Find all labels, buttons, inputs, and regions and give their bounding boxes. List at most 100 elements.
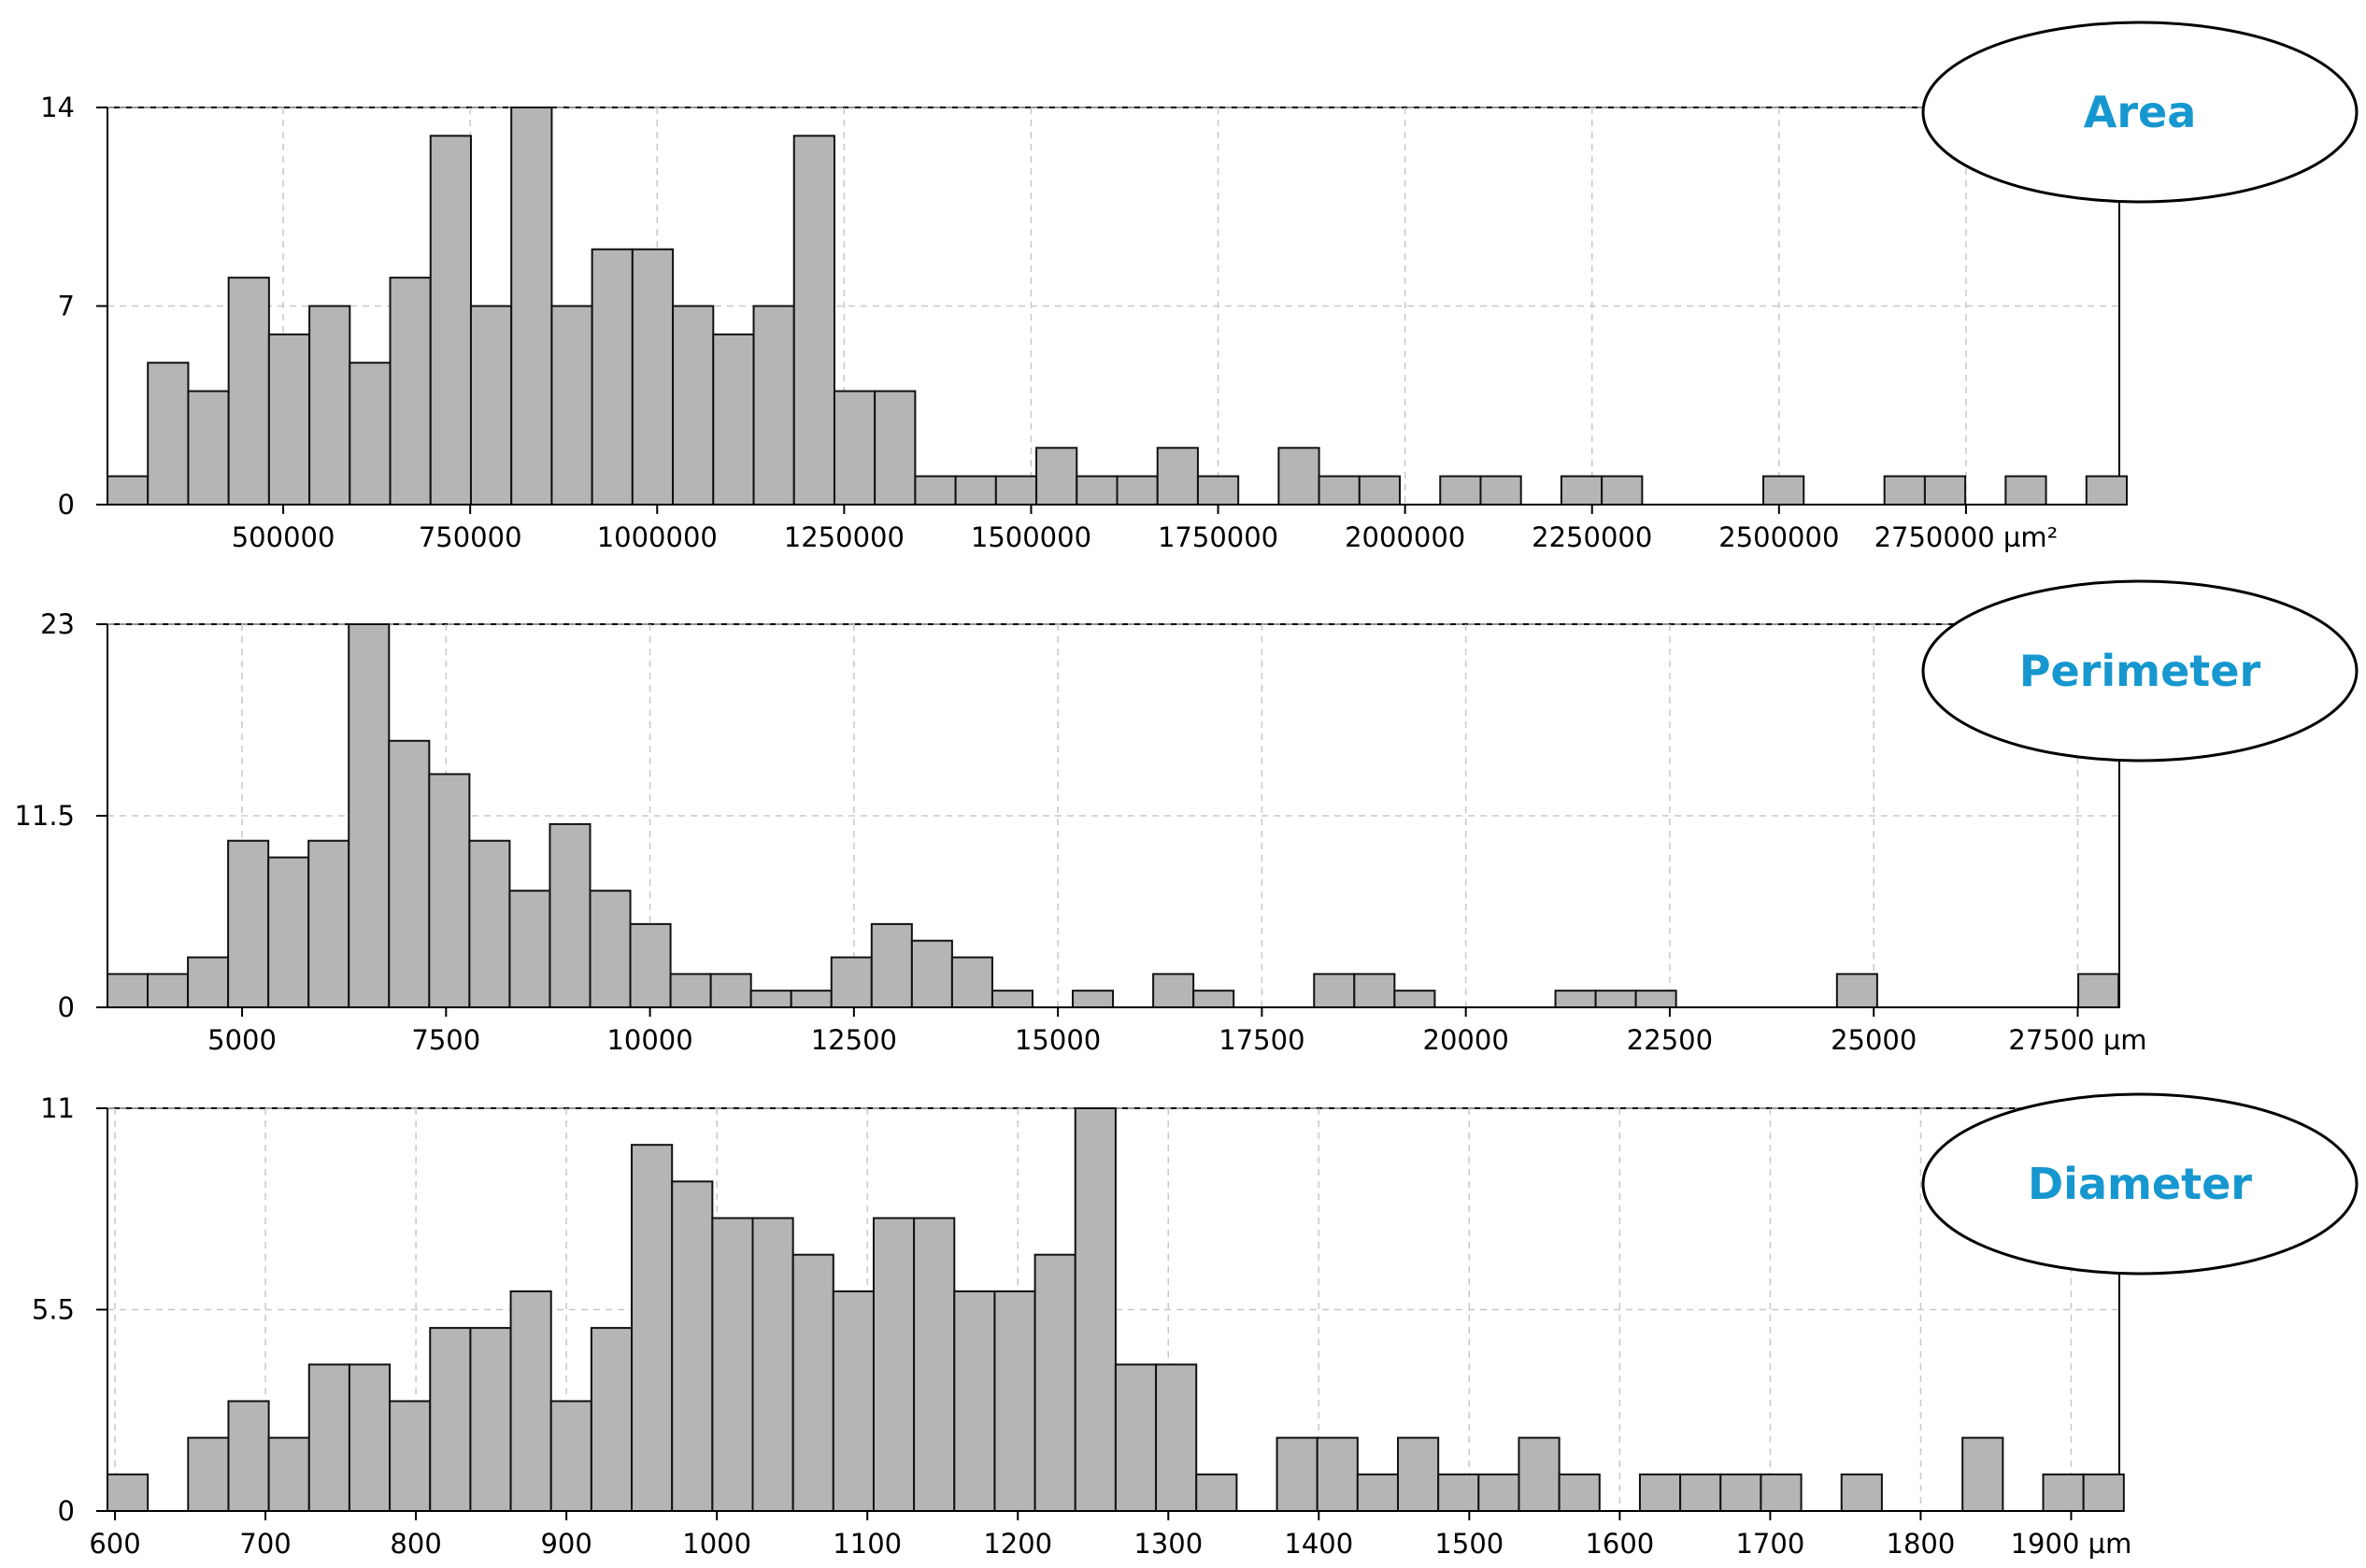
area-bar xyxy=(874,390,917,506)
area-bar xyxy=(147,362,190,506)
diameter-bar xyxy=(1074,1107,1117,1512)
diameter-bar xyxy=(1719,1473,1762,1513)
area-bar xyxy=(510,107,553,506)
perimeter-x-tick-label: 20000 xyxy=(1423,1024,1509,1056)
diameter-x-tick-label: 1100 xyxy=(833,1528,902,1560)
diameter-x-tick-label: 700 xyxy=(239,1528,291,1560)
diameter-bar xyxy=(1316,1436,1359,1512)
diameter-bar xyxy=(671,1180,714,1512)
perimeter-bar xyxy=(749,990,792,1009)
diameter-bar xyxy=(1679,1473,1722,1513)
diameter-bar xyxy=(1356,1473,1400,1513)
perimeter-title: Perimeter xyxy=(2019,646,2261,696)
area-bar xyxy=(591,248,634,506)
diameter-bar xyxy=(429,1327,472,1513)
area-histogram: 0 7 14 500000 750000 1000000 1250000 1500000 175… xyxy=(40,21,2359,553)
area-bar xyxy=(1318,475,1361,506)
diameter-bar xyxy=(1760,1473,1803,1513)
perimeter-bar xyxy=(187,956,230,1008)
area-x-tick-label: 1250000 xyxy=(784,521,905,553)
perimeter-bar xyxy=(1554,990,1597,1009)
diameter-bar xyxy=(1155,1363,1198,1512)
diameter-x-tick-label: 1900 µm xyxy=(2011,1528,2132,1560)
diameter-x-tick-label: 1500 xyxy=(1434,1528,1504,1560)
area-bar xyxy=(1762,475,1805,506)
area-bar xyxy=(227,277,270,506)
perimeter-bar xyxy=(267,856,310,1009)
perimeter-x-tick-label: 27500 µm xyxy=(2008,1024,2146,1056)
diameter-bar xyxy=(307,1363,350,1512)
area-bar xyxy=(994,475,1038,506)
perimeter-y-tick-label: 23 xyxy=(40,608,75,640)
diameter-x-tick-label: 1400 xyxy=(1284,1528,1353,1560)
diameter-bar xyxy=(1638,1473,1682,1513)
area-bar xyxy=(914,475,957,506)
perimeter-histogram: 0 11.5 23 5000 7500 10000 12500 15000 17500 20000… xyxy=(14,579,2359,1056)
area-bar xyxy=(349,362,392,506)
diameter-bar xyxy=(791,1253,834,1513)
area-x-tick-label: 500000 xyxy=(232,521,335,553)
perimeter-x-tick-label: 10000 xyxy=(606,1024,692,1056)
area-bar xyxy=(2085,475,2129,506)
diameter-histogram: 0 5.5 11 600 700 800 900 1000 1100 1200 1300 1400 15… xyxy=(32,1092,2359,1560)
diameter-bar xyxy=(832,1290,875,1512)
diameter-x-tick-label: 1700 xyxy=(1735,1528,1804,1560)
area-x-tick-label: 1000000 xyxy=(597,521,718,553)
diameter-x-tick-label: 1600 xyxy=(1585,1528,1654,1560)
diameter-bar xyxy=(590,1327,634,1513)
area-bar xyxy=(954,475,997,506)
diameter-bar xyxy=(227,1400,270,1513)
area-bar xyxy=(550,305,593,506)
perimeter-y-tick-label: 11.5 xyxy=(14,800,75,832)
diameter-bar xyxy=(107,1473,150,1513)
area-bar xyxy=(1076,475,1119,506)
area-bar xyxy=(1156,447,1199,506)
diameter-y-tick-label: 11 xyxy=(40,1092,75,1124)
perimeter-bar xyxy=(1634,990,1677,1009)
diameter-bar xyxy=(469,1327,512,1513)
perimeter-bar xyxy=(1152,973,1195,1008)
diameter-bar xyxy=(711,1217,754,1512)
perimeter-bar xyxy=(549,822,592,1008)
area-bar xyxy=(1035,447,1078,506)
perimeter-bar xyxy=(508,890,551,1009)
perimeter-bar xyxy=(1594,990,1637,1009)
perimeter-bar xyxy=(1835,973,1878,1008)
area-bar xyxy=(631,248,675,506)
diameter-bar xyxy=(913,1217,956,1512)
area-bar xyxy=(429,135,472,506)
diameter-bar xyxy=(1558,1473,1601,1513)
area-title: Area xyxy=(2084,87,2197,137)
area-bar xyxy=(389,277,432,506)
diameter-bar xyxy=(2042,1473,2085,1513)
perimeter-bar xyxy=(1353,973,1396,1008)
perimeter-bar xyxy=(388,739,431,1008)
diameter-bar xyxy=(348,1363,392,1512)
diameter-x-tick-label: 900 xyxy=(540,1528,592,1560)
area-bar xyxy=(107,475,150,506)
perimeter-bar xyxy=(1393,990,1436,1009)
diameter-bar xyxy=(631,1144,674,1512)
area-bar xyxy=(1601,475,1644,506)
perimeter-bar xyxy=(709,973,752,1008)
diameter-bar xyxy=(1195,1473,1238,1513)
area-bar xyxy=(672,305,715,506)
diameter-title-badge xyxy=(1921,1092,2359,1276)
perimeter-y-tick-label: 0 xyxy=(58,991,75,1023)
diameter-bar xyxy=(187,1436,230,1512)
diameter-bar xyxy=(267,1436,310,1512)
area-y-tick-label: 14 xyxy=(40,92,75,123)
area-bar xyxy=(1479,475,1522,506)
perimeter-bar xyxy=(790,990,833,1009)
area-bar xyxy=(469,305,513,506)
area-bar xyxy=(792,135,835,506)
diameter-x-tick-label: 1300 xyxy=(1133,1528,1203,1560)
perimeter-x-tick-label: 22500 xyxy=(1627,1024,1713,1056)
diameter-x-tick-label: 600 xyxy=(89,1528,140,1560)
diameter-bar xyxy=(1518,1436,1561,1512)
area-bar xyxy=(1923,475,1967,506)
perimeter-bar xyxy=(1313,973,1356,1008)
perimeter-bar xyxy=(991,990,1033,1009)
perimeter-bar xyxy=(589,890,632,1009)
